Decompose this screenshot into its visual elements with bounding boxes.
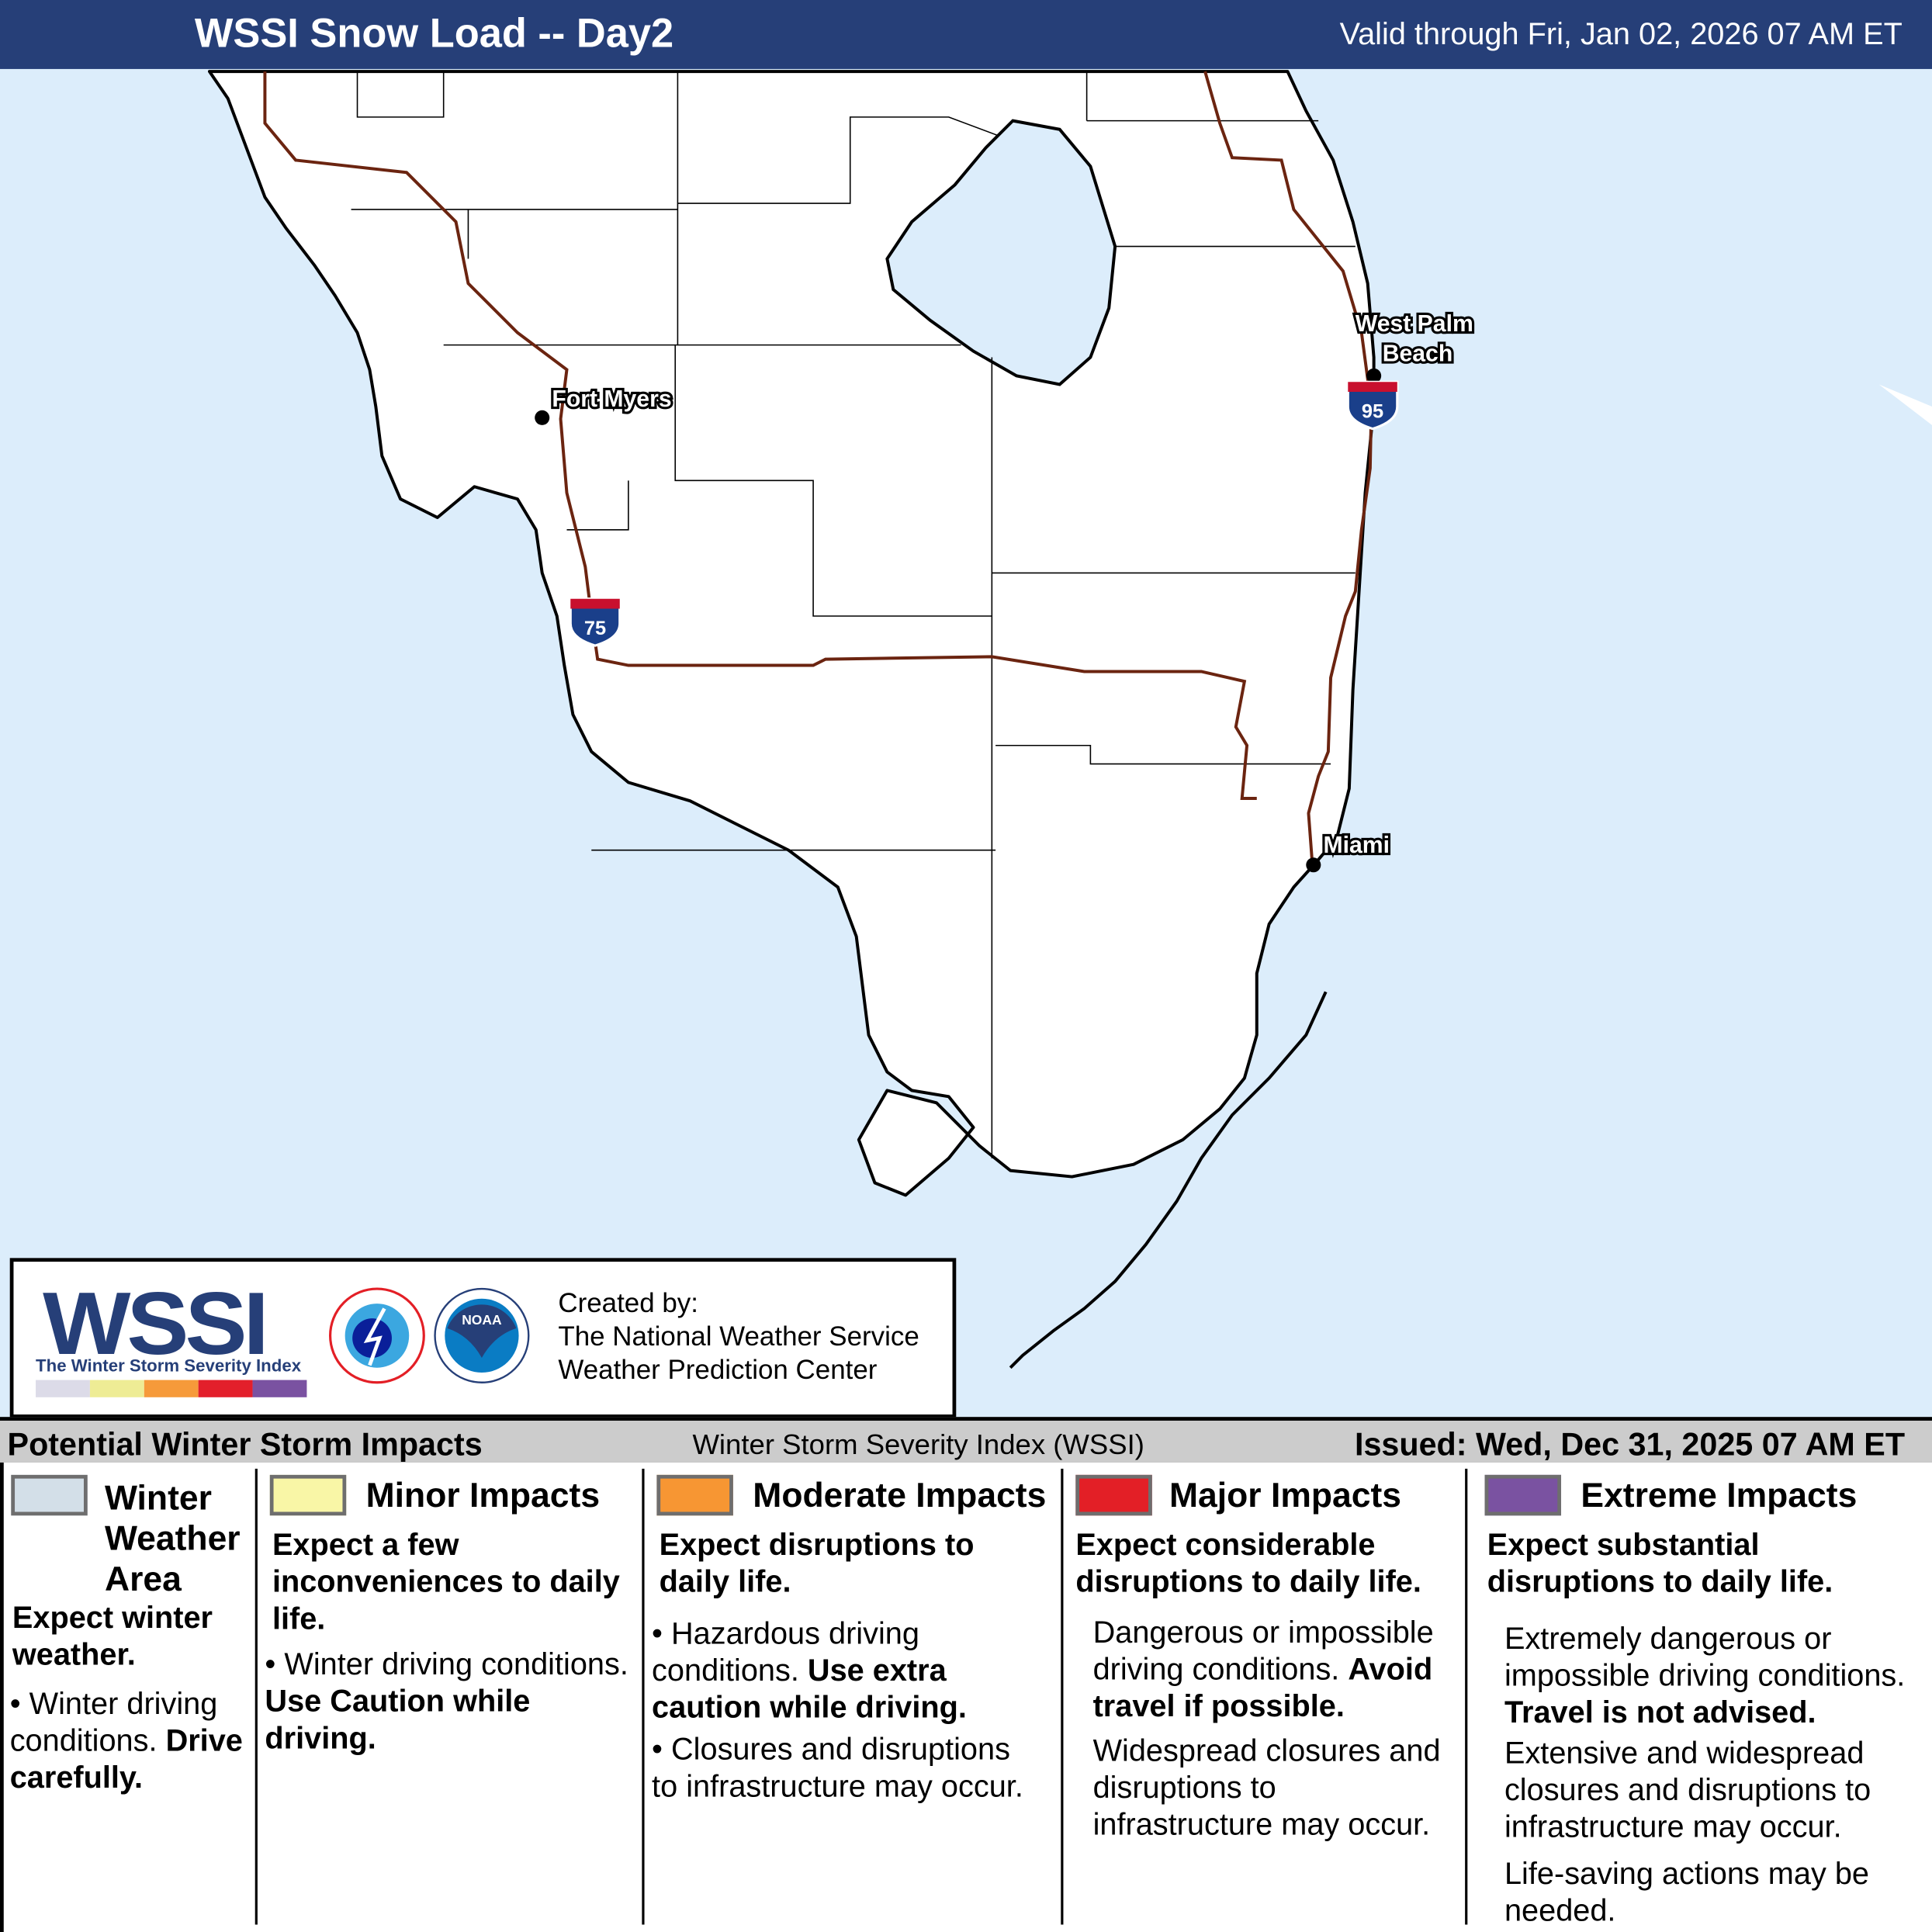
legend-detail: • Winter driving conditions. Drive caref… <box>9 1686 243 1795</box>
county-lines <box>351 71 1356 1158</box>
legend-winter-weather-area: Winter Weather Area Expect winter weather.… <box>4 1463 255 1932</box>
legend-major-impacts: Major Impacts Expect considerable disrup… <box>1068 1463 1465 1932</box>
moderate-swatch <box>656 1474 733 1516</box>
fort-myers-marker: Fort Myers <box>535 384 674 425</box>
city-label-west-palm: West Palm <box>1356 311 1473 337</box>
impacts-heading: Potential Winter Storm Impacts <box>7 1425 483 1463</box>
florida-map: Fort Myers West Palm Beach Miami 75 95 <box>207 70 1932 1369</box>
issued-time: Issued: Wed, Dec 31, 2025 07 AM ET <box>1354 1425 1906 1463</box>
legend-detail: • Closures and disruptions to infrastruc… <box>652 1732 1023 1804</box>
map-title: WSSI Snow Load -- Day2 <box>194 9 674 56</box>
legend-detail: • Hazardous driving conditions. Use extr… <box>652 1616 967 1726</box>
interstate-75-label: 75 <box>584 618 606 639</box>
valid-time: Valid through Fri, Jan 02, 2026 07 AM ET <box>1339 17 1903 52</box>
miami-marker: Miami <box>1306 830 1392 873</box>
legend-expect: Expect winter weather. <box>12 1600 213 1672</box>
city-label-beach: Beach <box>1383 341 1453 366</box>
legend-detail: Extremely dangerous or impossible drivin… <box>1504 1621 1906 1730</box>
legend-detail: Widespread closures and disruptions to i… <box>1092 1733 1441 1843</box>
lake-okeechobee <box>885 119 1117 386</box>
wssi-tagline: The Winter Storm Severity Index <box>36 1355 302 1376</box>
impacts-header-band: Potential Winter Storm Impacts Winter St… <box>0 1417 1932 1466</box>
legend-detail: Extensive and widespread closures and di… <box>1504 1736 1871 1845</box>
city-label-fort-myers: Fort Myers <box>552 386 671 412</box>
wssi-color-bar <box>36 1380 307 1397</box>
city-label-miami: Miami <box>1324 833 1390 858</box>
land-mass <box>207 70 1376 1197</box>
org-nws: The National Weather Service <box>558 1321 919 1352</box>
legend-title: Major Impacts <box>1169 1476 1402 1515</box>
interstate-95-shield: 95 <box>1346 380 1399 431</box>
legend-expect: Expect disruptions to daily life. <box>659 1528 975 1600</box>
noaa-text: NOAA <box>462 1312 502 1328</box>
credit-box: WSSI The Winter Storm Severity Index NOA… <box>9 1258 957 1418</box>
interstate-75-shield: 75 <box>569 597 621 647</box>
legend-detail: Life-saving actions may be needed. <box>1504 1857 1869 1929</box>
created-by: Created by: The National Weather Service… <box>558 1286 919 1387</box>
legend-title: Minor Impacts <box>365 1476 601 1515</box>
legend-title: Winter Weather Area <box>104 1478 241 1598</box>
legend-expect: Expect substantial disruptions to daily … <box>1487 1528 1833 1600</box>
created-by-label: Created by: <box>558 1287 698 1319</box>
wssi-logo: WSSI <box>43 1275 269 1374</box>
title-bar: WSSI Snow Load -- Day2 Valid through Fri… <box>0 0 1932 69</box>
legend-extreme-impacts: Extreme Impacts Expect substantial disru… <box>1473 1463 1929 1932</box>
winter-weather-swatch <box>11 1474 88 1516</box>
legend-moderate-impacts: Moderate Impacts Expect disruptions to d… <box>649 1463 1061 1932</box>
florida-keys <box>1009 991 1328 1369</box>
legend-title: Extreme Impacts <box>1581 1476 1858 1515</box>
noaa-logo-icon: NOAA <box>434 1287 530 1383</box>
legend-detail: Dangerous or impossible driving conditio… <box>1092 1615 1434 1724</box>
legend-expect: Expect considerable disruptions to daily… <box>1075 1528 1421 1600</box>
legend-expect: Expect a few inconveniences to daily lif… <box>272 1528 620 1636</box>
bahamas-edge <box>1878 384 1932 425</box>
west-palm-beach-marker: West Palm Beach <box>1353 309 1476 383</box>
index-name: Winter Storm Severity Index (WSSI) <box>692 1428 1144 1460</box>
legend-title: Moderate Impacts <box>753 1476 1047 1515</box>
nws-logo-icon <box>328 1287 425 1384</box>
legend-detail: • Winter driving conditions. Use Caution… <box>265 1647 628 1756</box>
interstate-95-label: 95 <box>1362 400 1383 422</box>
minor-swatch <box>269 1474 347 1516</box>
legend-minor-impacts: Minor Impacts Expect a few inconvenience… <box>262 1463 642 1932</box>
impacts-legend: Winter Weather Area Expect winter weather.… <box>0 1462 1932 1932</box>
major-swatch <box>1075 1474 1152 1516</box>
extreme-swatch <box>1484 1474 1562 1516</box>
org-wpc: Weather Prediction Center <box>558 1354 878 1385</box>
